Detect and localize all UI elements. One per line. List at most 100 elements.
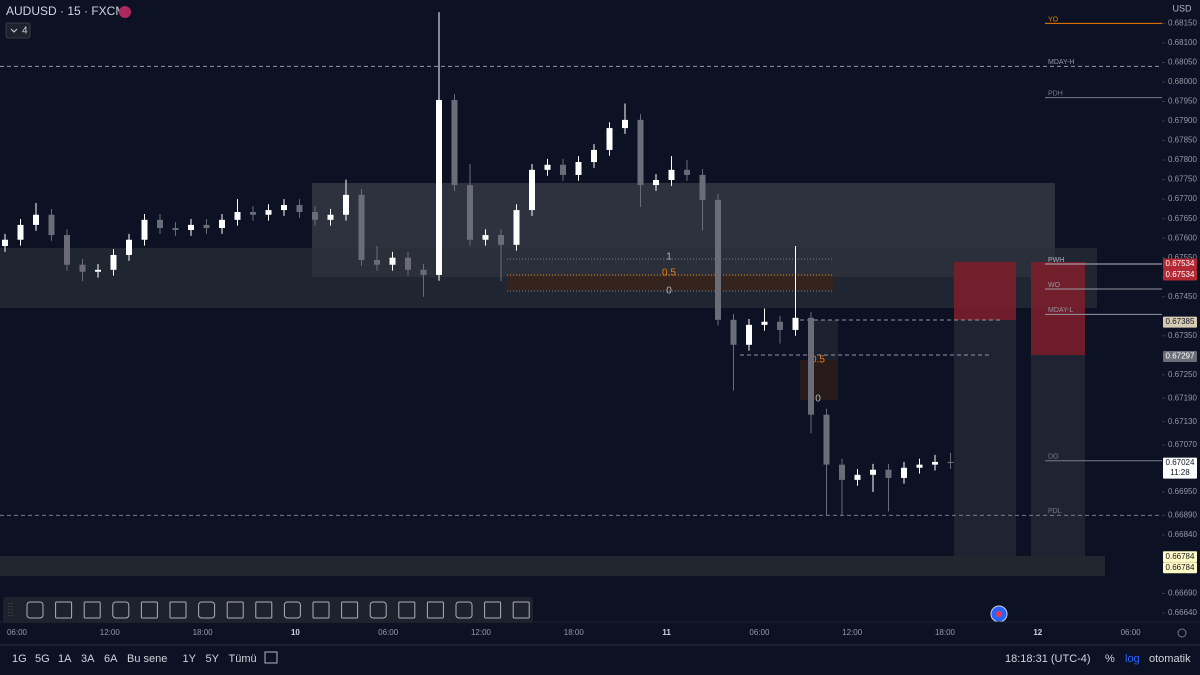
log-toggle[interactable]: log [1125, 653, 1140, 665]
y-tick-label: 0.67650 [1168, 214, 1197, 223]
candle-body [265, 210, 272, 215]
clock[interactable]: 18:18:31 (UTC-4) [1005, 653, 1091, 665]
range-button[interactable]: Bu sene [127, 653, 167, 665]
range-button[interactable]: 1A [58, 653, 72, 665]
tool-button[interactable] [484, 601, 502, 619]
chevron [10, 28, 18, 33]
tool-button[interactable] [55, 601, 73, 619]
candle-body [33, 214, 39, 225]
range-button[interactable]: 5G [35, 653, 50, 665]
date-range-icon[interactable] [264, 651, 278, 664]
y-tick-label: 0.67550 [1168, 253, 1197, 262]
tool-button[interactable] [341, 601, 359, 619]
status-icon[interactable] [119, 6, 131, 18]
countdown: 11:28 [1170, 468, 1190, 477]
levels: YO MDAY-H PDH PWH WO MDAY-L DO PDL [0, 16, 1162, 516]
candle-body [281, 204, 287, 211]
tool-button[interactable] [455, 601, 473, 619]
range-button[interactable]: 1Y [183, 653, 197, 665]
tool-button[interactable] [426, 601, 444, 619]
candle-body [374, 260, 380, 265]
candle-body [870, 469, 876, 475]
time-label: 12:00 [100, 628, 121, 637]
tool-button[interactable] [512, 601, 530, 619]
candle-body [637, 119, 644, 186]
candle-body [250, 212, 256, 215]
tool-button[interactable] [398, 601, 416, 619]
price-tag [1163, 269, 1197, 281]
candle-body [715, 199, 721, 320]
tool-button[interactable] [112, 601, 130, 619]
candle-body [839, 464, 845, 480]
candle-body [48, 214, 55, 236]
auto-toggle[interactable]: otomatik [1149, 653, 1191, 665]
candle-body [343, 194, 349, 215]
candle-body [451, 99, 458, 186]
candle-body [188, 224, 194, 230]
currency[interactable]: USD [1172, 3, 1192, 13]
candle-body [64, 235, 70, 265]
candle-body [405, 257, 411, 270]
y-tick-label: 0.67700 [1168, 194, 1197, 203]
percent-toggle[interactable]: % [1105, 653, 1115, 665]
indicator-toggle[interactable] [5, 22, 31, 39]
fib-label: 0 [815, 394, 821, 405]
y-tick-label: 0.67350 [1168, 331, 1197, 340]
bottom-bar [0, 645, 1200, 675]
y-tick-label: 0.66840 [1168, 530, 1197, 539]
range-button[interactable]: 6A [104, 653, 118, 665]
time-label: 18:00 [935, 628, 956, 637]
candle-body [110, 254, 117, 270]
tool-button[interactable] [83, 601, 101, 619]
y-tick-label: 0.66640 [1168, 608, 1197, 617]
candle-body [436, 99, 442, 275]
settings-icon[interactable] [1177, 628, 1187, 638]
candle-body [560, 164, 566, 175]
fib-label: 0.5 [662, 268, 676, 279]
level-label: YO [1048, 16, 1059, 23]
toolbar-grip [8, 603, 13, 617]
tool-button[interactable] [169, 601, 187, 619]
time-label: 06:00 [749, 628, 770, 637]
candle-body [808, 317, 814, 415]
candle-body [126, 239, 132, 255]
y-tick-label: 0.67850 [1168, 136, 1197, 145]
tool-button[interactable] [312, 601, 330, 619]
tool-button[interactable] [226, 601, 244, 619]
drawing-toolbar [3, 597, 533, 623]
candle-body [234, 212, 241, 220]
price-tag-label: 0.66784 [1166, 563, 1195, 572]
tool-button[interactable] [140, 601, 158, 619]
candle-body [777, 321, 783, 330]
y-tick-label: 0.67950 [1168, 97, 1197, 106]
level-label: MDAY-L [1048, 307, 1073, 314]
candle-body [653, 180, 659, 186]
y-tick-label: 0.67130 [1168, 417, 1197, 426]
news-icon-dot [996, 611, 1002, 617]
indicator-count: 4 [22, 26, 28, 37]
tool-button[interactable] [369, 601, 387, 619]
time-label: 10 [291, 628, 300, 637]
candle-body [141, 219, 148, 240]
price-tag [1163, 457, 1197, 479]
target-box [954, 320, 1016, 556]
range-button[interactable]: 5Y [206, 653, 220, 665]
candle-body [947, 461, 954, 464]
range-button[interactable]: 1G [12, 653, 27, 665]
fib-label: 1 [666, 252, 672, 263]
demand-band [0, 556, 1105, 576]
tool-button[interactable] [255, 601, 273, 619]
tool-button[interactable] [26, 601, 44, 619]
tool-button[interactable] [198, 601, 216, 619]
price-tag [1163, 316, 1197, 328]
symbol-title[interactable]: AUDUSD · 15 · FXCM [6, 4, 125, 18]
candle-body [591, 149, 597, 163]
candle-body [932, 461, 938, 465]
range-button[interactable]: 3A [81, 653, 95, 665]
candle-body [901, 467, 907, 478]
range-button[interactable]: Tümü [229, 653, 257, 665]
tool-button[interactable] [283, 601, 301, 619]
time-label: 18:00 [564, 628, 585, 637]
